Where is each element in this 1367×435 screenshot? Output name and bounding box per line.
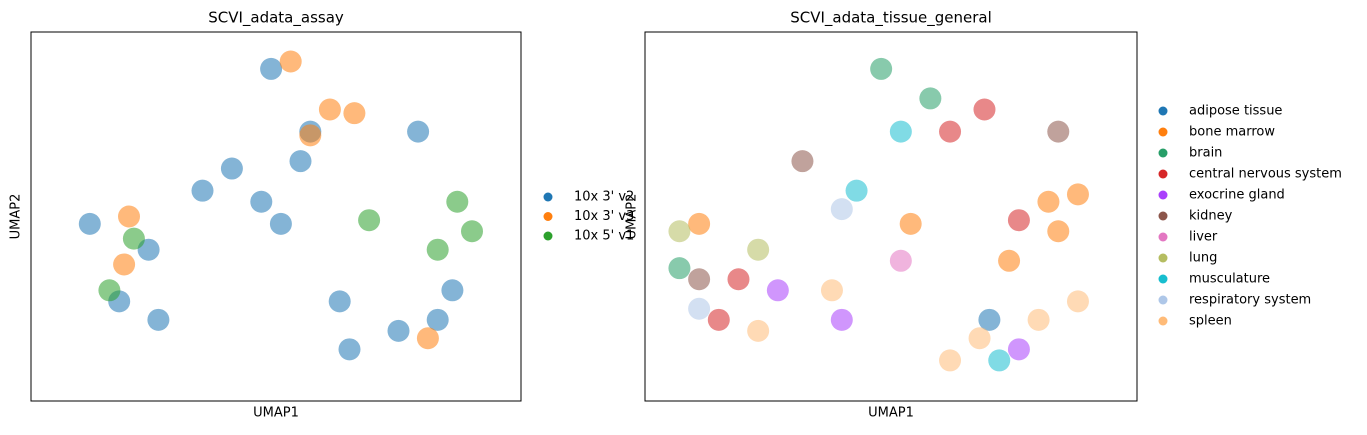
- y-axis-label: UMAP2: [9, 194, 24, 240]
- point: [1027, 308, 1050, 331]
- legend-label: spleen: [1189, 314, 1232, 329]
- point: [441, 279, 464, 302]
- legend-marker: [1158, 127, 1168, 137]
- legend-label: central nervous system: [1189, 167, 1342, 182]
- point: [889, 120, 912, 143]
- point: [1007, 338, 1030, 361]
- legend-label: respiratory system: [1189, 293, 1311, 308]
- point: [426, 238, 449, 261]
- point: [978, 308, 1001, 331]
- point: [968, 327, 991, 350]
- point: [260, 57, 283, 80]
- point: [889, 249, 912, 272]
- point: [998, 249, 1021, 272]
- legend-label: liver: [1189, 230, 1218, 245]
- legend-marker: [543, 192, 553, 202]
- point: [668, 257, 691, 280]
- point: [830, 308, 853, 331]
- point: [113, 253, 136, 276]
- legend-marker: [1158, 253, 1168, 263]
- point: [250, 190, 273, 213]
- point: [747, 319, 770, 342]
- legend-marker: [1158, 190, 1168, 200]
- legend-marker: [1158, 274, 1168, 284]
- legend-label: 10x 5' v1: [574, 229, 634, 244]
- legend-marker: [1158, 316, 1168, 326]
- chart-title: SCVI_adata_tissue_general: [790, 9, 992, 28]
- point: [387, 319, 410, 342]
- point: [939, 349, 962, 372]
- point: [973, 98, 996, 121]
- legend-marker: [1158, 295, 1168, 305]
- legend-label: kidney: [1189, 209, 1233, 224]
- point: [688, 297, 711, 320]
- point: [279, 50, 302, 73]
- legend-label: bone marrow: [1189, 125, 1275, 140]
- point: [407, 120, 430, 143]
- point: [446, 190, 469, 213]
- point: [338, 338, 361, 361]
- chart-title: SCVI_adata_assay: [208, 9, 344, 28]
- point: [766, 279, 789, 302]
- legend-label: musculature: [1189, 272, 1270, 287]
- point: [668, 220, 691, 243]
- point: [845, 179, 868, 202]
- legend-marker: [1158, 211, 1168, 221]
- point: [688, 212, 711, 235]
- point: [830, 198, 853, 221]
- legend-label: exocrine gland: [1189, 188, 1285, 203]
- point: [358, 209, 381, 232]
- x-axis-label: UMAP1: [868, 406, 914, 421]
- point: [988, 349, 1011, 372]
- point: [343, 102, 366, 125]
- point: [870, 57, 893, 80]
- point: [328, 290, 351, 313]
- point: [426, 308, 449, 331]
- point: [1037, 190, 1060, 213]
- legend-marker: [543, 231, 553, 241]
- point: [899, 212, 922, 235]
- x-axis-label: UMAP1: [253, 406, 299, 421]
- point: [1047, 120, 1070, 143]
- point: [820, 279, 843, 302]
- point: [747, 238, 770, 261]
- point: [147, 308, 170, 331]
- legend-marker: [1158, 148, 1168, 158]
- legend-marker: [1158, 106, 1168, 116]
- legend-marker: [543, 212, 553, 221]
- point: [688, 268, 711, 291]
- point: [98, 279, 121, 302]
- point: [461, 220, 483, 243]
- point: [78, 212, 101, 235]
- point: [269, 212, 292, 235]
- point: [1066, 183, 1089, 206]
- point: [939, 120, 962, 143]
- plot-frame: [30, 31, 522, 402]
- point: [1007, 209, 1030, 232]
- point: [707, 308, 730, 331]
- legend-label: 10x 3' v3: [574, 209, 634, 224]
- point: [919, 87, 942, 110]
- point: [791, 150, 814, 173]
- point: [122, 227, 145, 250]
- legend-marker: [1158, 169, 1168, 179]
- plot-frame: [644, 31, 1138, 402]
- point: [118, 205, 140, 228]
- point: [318, 98, 341, 121]
- legend-label: adipose tissue: [1189, 104, 1282, 119]
- y-axis-label: UMAP2: [625, 194, 640, 240]
- point: [416, 327, 439, 350]
- point: [191, 179, 214, 202]
- point: [220, 157, 243, 180]
- legend-label: 10x 3' v2: [574, 190, 634, 205]
- point: [1047, 220, 1070, 243]
- point: [1066, 290, 1089, 313]
- legend-label: brain: [1189, 146, 1222, 161]
- legend-marker: [1158, 232, 1168, 242]
- point: [299, 124, 322, 147]
- point: [727, 268, 750, 291]
- point: [289, 150, 312, 173]
- legend-label: lung: [1189, 251, 1217, 266]
